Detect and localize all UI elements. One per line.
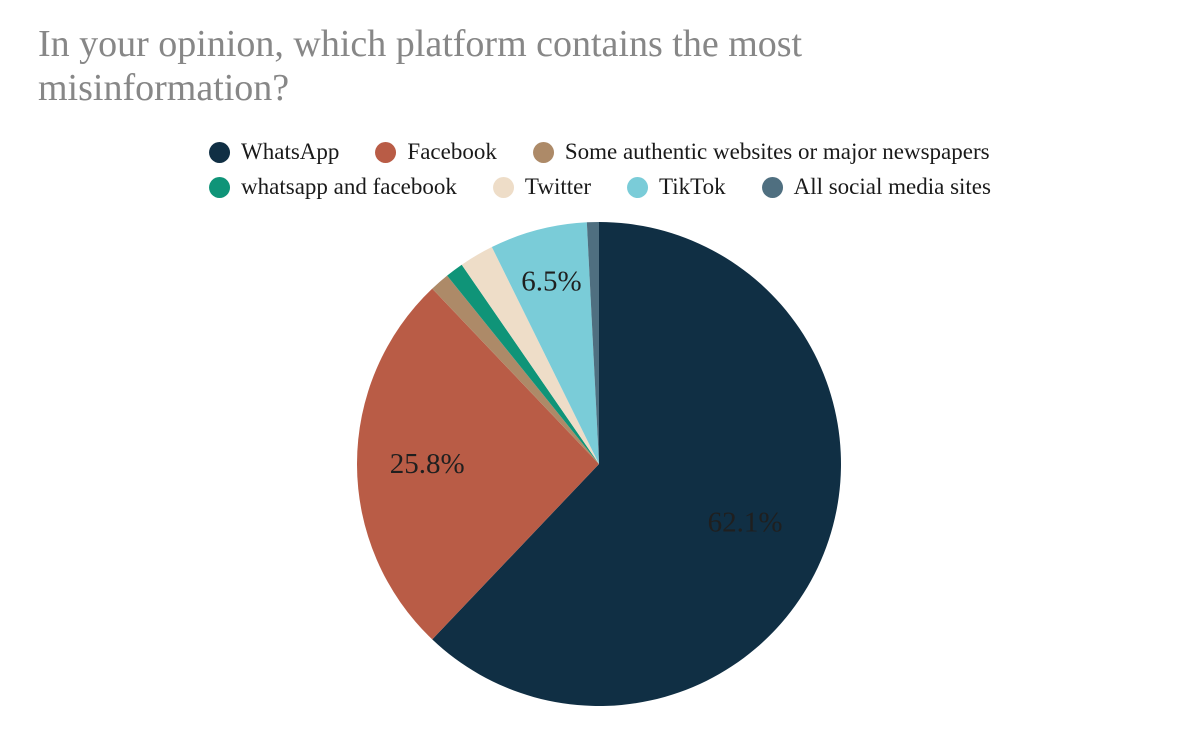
pie-slice-some-authentic-websites-or-major-newspapers[interactable]	[432, 275, 599, 464]
legend-marker-all-social-media-sites	[761, 176, 783, 198]
legend-label: Facebook	[407, 139, 497, 164]
legend-marker-some-authentic-websites-or-major-newspapers	[532, 141, 554, 163]
legend-label: TikTok	[659, 174, 726, 199]
chart-title: In your opinion, which platform contains…	[38, 23, 803, 110]
pie-slice-whatsapp-and-facebook[interactable]	[447, 264, 599, 464]
pie-slice-twitter[interactable]	[461, 247, 599, 464]
legend-item-twitter[interactable]: Twitter	[492, 174, 591, 200]
pie-slice-tiktok[interactable]	[491, 222, 599, 464]
legend-marker-whatsapp	[209, 141, 231, 163]
pie-slice-label-facebook: 25.8%	[390, 448, 465, 480]
legend-label: All social media sites	[793, 174, 991, 199]
legend-marker-tiktok	[627, 176, 648, 198]
legend-marker-facebook	[375, 141, 397, 163]
legend-label: whatsapp and facebook	[241, 174, 457, 199]
legend-item-some-authentic-websites-or-major-newspapers[interactable]: Some authentic websites or major newspap…	[532, 139, 990, 165]
legend-label: WhatsApp	[241, 139, 340, 164]
legend-item-all-social-media-sites[interactable]: All social media sites	[761, 174, 991, 200]
pie-slice-facebook[interactable]	[356, 288, 599, 640]
legend-label: Twitter	[524, 174, 591, 199]
legend-row: WhatsApp Facebook Some authentic websites …	[209, 139, 990, 165]
legend-item-facebook[interactable]: Facebook	[375, 139, 497, 165]
legend-label: Some authentic websites or major newspap…	[564, 139, 990, 164]
legend-item-whatsapp-and-facebook[interactable]: whatsapp and facebook	[209, 174, 457, 200]
legend-marker-twitter	[492, 176, 514, 198]
legend-item-whatsapp[interactable]: WhatsApp	[209, 139, 339, 165]
pie-slice-label-tiktok: 6.5%	[521, 265, 581, 297]
pie-slice-whatsapp[interactable]	[432, 222, 841, 706]
legend-row: whatsapp and facebook Twitter TikTok All so…	[209, 174, 991, 200]
pie-slices-group: 62.1% 25.8% 6.5%	[356, 222, 841, 706]
pie-slice-label-whatsapp: 62.1%	[708, 506, 783, 538]
legend-item-tiktok[interactable]: TikTok	[627, 174, 726, 200]
legend-marker-whatsapp-and-facebook	[209, 176, 231, 198]
pie-slice-all-social-media-sites[interactable]	[586, 222, 599, 464]
legend: WhatsApp Facebook Some authentic websites …	[209, 139, 991, 200]
